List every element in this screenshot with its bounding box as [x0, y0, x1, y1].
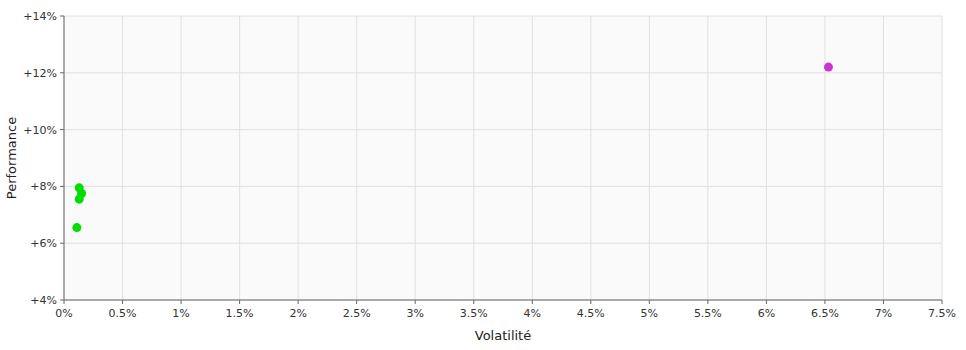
axes: 0% 0.5% 1% 1.5% 2% 2.5% 3% 3.5% 4% 4.5% 5% 5.5% 6% 6.… [23, 10, 956, 320]
y-axis-label: Performance [4, 117, 19, 199]
x-grid-line [590, 16, 591, 300]
y-grid-line [64, 129, 942, 130]
x-grid-line [883, 16, 884, 300]
y-tick-label: +14% [23, 10, 57, 23]
x-axis-label: Volatilité [475, 328, 531, 343]
x-tick [707, 300, 708, 304]
y-tick [60, 300, 64, 301]
y-grid-line [64, 243, 942, 244]
x-grid-line [122, 16, 123, 300]
y-grid-line [64, 300, 942, 301]
x-grid-line [64, 16, 65, 300]
series [72, 183, 86, 232]
x-tick-label: 2% [289, 307, 306, 320]
x-tick [415, 300, 416, 304]
grid [64, 16, 942, 300]
x-grid-line [766, 16, 767, 300]
y-grid-line [64, 16, 942, 17]
x-tick-label: 7.5% [928, 307, 956, 320]
x-tick [942, 300, 943, 304]
x-tick-label: 6.5% [811, 307, 839, 320]
x-tick [122, 300, 123, 304]
x-tick-label: 5.5% [694, 307, 722, 320]
x-grid-line [707, 16, 708, 300]
x-tick-label: 0% [55, 307, 72, 320]
y-tick [60, 243, 64, 244]
y-grid-line [64, 186, 942, 187]
x-tick [824, 300, 825, 304]
x-tick [883, 300, 884, 304]
x-tick-label: 4.5% [577, 307, 605, 320]
x-tick-label: 5% [641, 307, 658, 320]
x-tick-label: 6% [758, 307, 775, 320]
x-grid-line [473, 16, 474, 300]
x-tick [239, 300, 240, 304]
y-tick [60, 72, 64, 73]
x-grid-line [239, 16, 240, 300]
y-tick-label: +4% [30, 294, 57, 307]
x-grid-line [356, 16, 357, 300]
x-tick [473, 300, 474, 304]
x-tick-label: 4% [524, 307, 541, 320]
y-tick [60, 186, 64, 187]
x-tick [766, 300, 767, 304]
x-tick-label: 1% [172, 307, 189, 320]
x-tick [356, 300, 357, 304]
x-tick-label: 0.5% [109, 307, 137, 320]
x-grid-line [532, 16, 533, 300]
x-grid-line [649, 16, 650, 300]
x-tick [649, 300, 650, 304]
y-tick [60, 129, 64, 130]
point [824, 63, 833, 72]
x-tick [532, 300, 533, 304]
y-tick-label: +8% [30, 180, 57, 193]
y-grid-line [64, 72, 942, 73]
x-tick [64, 300, 65, 304]
point [75, 195, 84, 204]
x-axis-line [64, 300, 942, 301]
x-grid-line [415, 16, 416, 300]
x-tick [181, 300, 182, 304]
x-grid-line [298, 16, 299, 300]
x-tick-label: 1.5% [226, 307, 254, 320]
x-tick-label: 3.5% [460, 307, 488, 320]
x-tick [590, 300, 591, 304]
plot-background [64, 16, 942, 300]
series [824, 63, 833, 72]
x-grid-line [181, 16, 182, 300]
x-tick-label: 2.5% [343, 307, 371, 320]
x-grid-line [824, 16, 825, 300]
y-tick [60, 16, 64, 17]
points [72, 63, 833, 232]
y-tick-label: +12% [23, 67, 57, 80]
x-tick-label: 7% [875, 307, 892, 320]
y-tick-label: +10% [23, 124, 57, 137]
chart: 0% 0.5% 1% 1.5% 2% 2.5% 3% 3.5% 4% 4.5% 5% 5.5% 6% 6.… [0, 0, 966, 350]
y-tick-label: +6% [30, 237, 57, 250]
point [72, 223, 81, 232]
x-tick [298, 300, 299, 304]
x-tick-label: 3% [406, 307, 423, 320]
y-axis-line [64, 16, 65, 300]
x-grid-line [942, 16, 943, 300]
